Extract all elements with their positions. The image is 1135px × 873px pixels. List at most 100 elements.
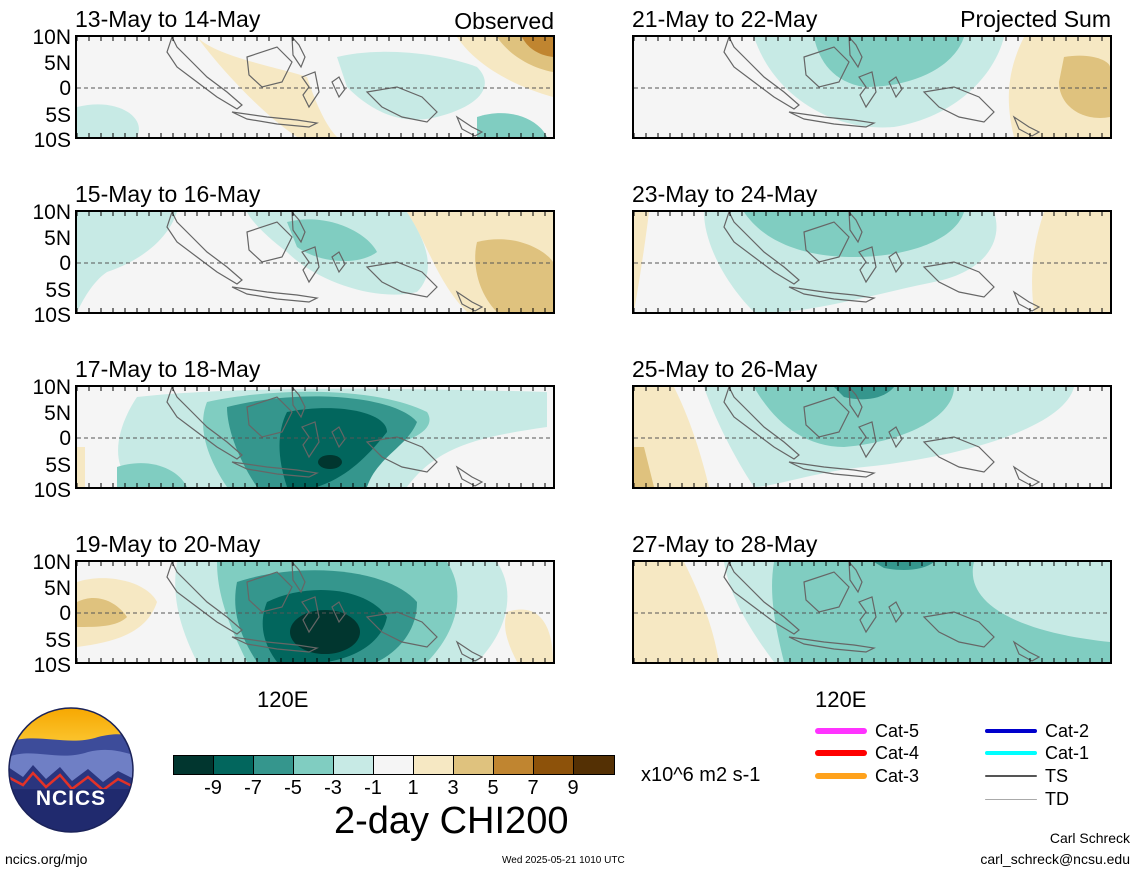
map-plot	[632, 560, 1112, 664]
coastline	[231, 636, 319, 653]
coastline	[858, 246, 877, 284]
map-field	[77, 37, 553, 137]
lat-label: 5N	[44, 402, 71, 425]
coastline	[331, 251, 346, 274]
colorbar-swatch	[414, 756, 454, 774]
lat-label: 5S	[45, 104, 71, 127]
coastline	[291, 37, 306, 69]
coastline	[331, 426, 346, 449]
coastline	[455, 115, 484, 137]
coastline	[848, 212, 863, 244]
coastline	[246, 571, 293, 613]
coastline	[301, 246, 320, 284]
coastline	[723, 562, 800, 635]
coastline	[888, 251, 903, 274]
coastline	[723, 37, 800, 110]
coastline	[888, 426, 903, 449]
map-field	[634, 37, 1110, 137]
coastline	[301, 596, 320, 634]
coastline	[455, 640, 484, 662]
coastline	[166, 562, 243, 635]
lat-label: 5N	[44, 227, 71, 250]
panel-title: 17-May to 18-May	[75, 356, 261, 382]
map-field	[77, 212, 553, 312]
colorbar	[173, 755, 615, 775]
lat-label: 10S	[33, 304, 71, 327]
panel-tag: Projected Sum	[960, 6, 1111, 32]
coastline	[848, 37, 863, 69]
coastline	[231, 286, 319, 303]
colorbar-tick-label: -7	[244, 777, 262, 799]
legend-swatch	[815, 728, 867, 734]
colorbar-swatch	[574, 756, 614, 774]
legend-swatch	[985, 751, 1037, 755]
legend-item-cat4: Cat-4	[815, 742, 919, 764]
lat-label: 10N	[32, 376, 71, 399]
colorbar-swatch	[294, 756, 334, 774]
footer-timestamp: Wed 2025-05-21 1010 UTC	[502, 855, 625, 866]
coastline	[365, 436, 438, 473]
legend-swatch	[985, 729, 1037, 733]
coastline	[331, 601, 346, 624]
coastline	[455, 290, 484, 312]
legend-label: Cat-2	[1045, 720, 1090, 741]
coastline	[246, 396, 293, 438]
panel-title: 23-May to 24-May	[632, 181, 818, 207]
logo-text: NCICS	[35, 787, 107, 810]
legend-item-td: TD	[985, 788, 1069, 810]
colorbar-swatch	[374, 756, 414, 774]
colorbar-tick-label: 5	[487, 777, 499, 799]
coastline	[1012, 115, 1041, 137]
coastline	[455, 465, 484, 487]
coastline	[788, 111, 876, 128]
colorbar-units: x10^6 m2 s-1	[641, 764, 761, 786]
colorbar-tick-label: -9	[204, 777, 222, 799]
colorbar-swatch	[334, 756, 374, 774]
map-field	[77, 562, 553, 662]
ncics-logo: NCICS	[8, 707, 134, 833]
colorbar-tick-label: 9	[567, 777, 579, 799]
coastline	[331, 76, 346, 99]
map-field	[634, 212, 1110, 312]
panel-title: 27-May to 28-May	[632, 531, 818, 557]
lat-label: 10S	[33, 479, 71, 502]
legend-label: TD	[1045, 788, 1069, 809]
lat-label: 5S	[45, 279, 71, 302]
coastline	[365, 86, 438, 123]
colorbar-tick-label: 7	[527, 777, 539, 799]
coastline	[1012, 465, 1041, 487]
panel-title: 21-May to 22-May	[632, 6, 818, 32]
map-plot	[75, 560, 555, 664]
lat-label: 0	[59, 427, 71, 450]
coastline	[888, 76, 903, 99]
legend-swatch	[815, 773, 867, 779]
legend-item-cat5: Cat-5	[815, 720, 919, 742]
map-plot	[75, 385, 555, 489]
lon-label-right: 120E	[815, 687, 867, 712]
coastline	[166, 387, 243, 460]
map-plot	[632, 385, 1112, 489]
map-field	[634, 387, 1110, 487]
coastline	[858, 71, 877, 109]
footer-author: Carl Schreck	[1049, 830, 1130, 846]
colorbar-swatch	[254, 756, 294, 774]
coastline	[301, 71, 320, 109]
legend-swatch	[815, 750, 867, 756]
legend-label: Cat-5	[875, 720, 920, 741]
coastline	[231, 461, 319, 478]
lat-label: 5N	[44, 52, 71, 75]
panel-title: 25-May to 26-May	[632, 356, 818, 382]
footer-url: ncics.org/mjo	[5, 851, 88, 867]
coastline	[858, 596, 877, 634]
colorbar-tick-label: -3	[324, 777, 342, 799]
coastline	[803, 221, 850, 263]
lat-label: 5S	[45, 454, 71, 477]
colorbar-tick-label: 1	[407, 777, 419, 799]
coastline	[803, 571, 850, 613]
legend-swatch	[985, 798, 1037, 800]
lat-label: 10S	[33, 654, 71, 677]
colorbar-tick-label: -5	[284, 777, 302, 799]
legend-label: Cat-1	[1045, 742, 1090, 763]
map-field	[634, 562, 1110, 662]
legend-label: TS	[1045, 765, 1069, 786]
